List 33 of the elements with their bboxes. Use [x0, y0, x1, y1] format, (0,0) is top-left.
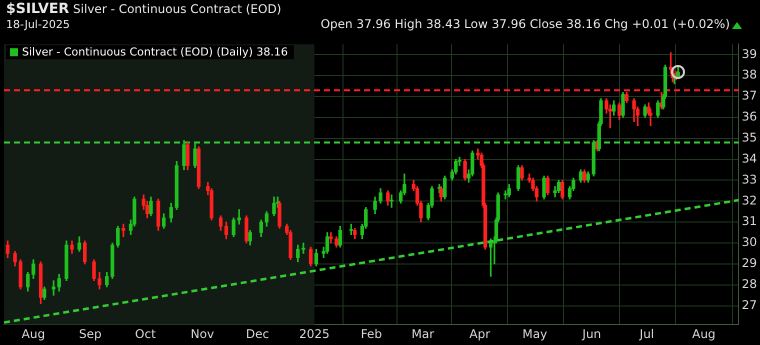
text: 18-Jul-2025	[6, 18, 70, 31]
chart-title: $SILVER	[6, 1, 70, 17]
candlestick	[504, 190, 508, 200]
x-tick-label: Oct	[135, 326, 156, 341]
y-tick-label: 37	[742, 88, 758, 103]
y-tick-label: 36	[742, 110, 758, 124]
x-tick-label: Aug	[692, 326, 716, 341]
x-tick-label: Feb	[360, 326, 382, 341]
y-tick-label: 35	[742, 130, 758, 144]
y-tick-label: 33	[742, 172, 758, 186]
y-tick-label: 30	[742, 235, 758, 250]
candlestick	[390, 194, 394, 208]
y-tick-label: 39	[742, 46, 758, 61]
x-tick-label: Mar	[411, 326, 434, 341]
y-tick-label: 34	[742, 151, 758, 166]
y-tick-label: 28	[742, 276, 758, 291]
x-tick-label: May	[522, 326, 548, 341]
y-tick-label: 38	[742, 68, 758, 82]
chart-subtitle: Silver - Continuous Contract (EOD)	[73, 2, 282, 16]
text: Open 37.96 High 38.43 Low 37.96 Close 38.16 Chg +0.01 (+0.02%)	[320, 17, 730, 31]
y-tick-label: 27	[742, 298, 758, 312]
x-tick-label: Jul	[638, 326, 654, 341]
x-tick-label: 2025	[299, 326, 330, 341]
x-tick-label: Dec	[246, 326, 270, 341]
x-tick-label: Aug	[22, 326, 46, 341]
x-tick-label: Apr	[469, 326, 490, 341]
y-tick-label: 29	[742, 256, 758, 270]
x-tick-label: Jun	[581, 326, 602, 341]
y-tick-label: 32	[742, 193, 758, 208]
x-tick-label: Nov	[190, 326, 214, 341]
legend-label: Silver - Continuous Contract (EOD) (Daily) 38.16	[22, 46, 288, 59]
y-tick-label: 31	[742, 214, 758, 228]
x-tick-label: Sep	[79, 326, 102, 341]
